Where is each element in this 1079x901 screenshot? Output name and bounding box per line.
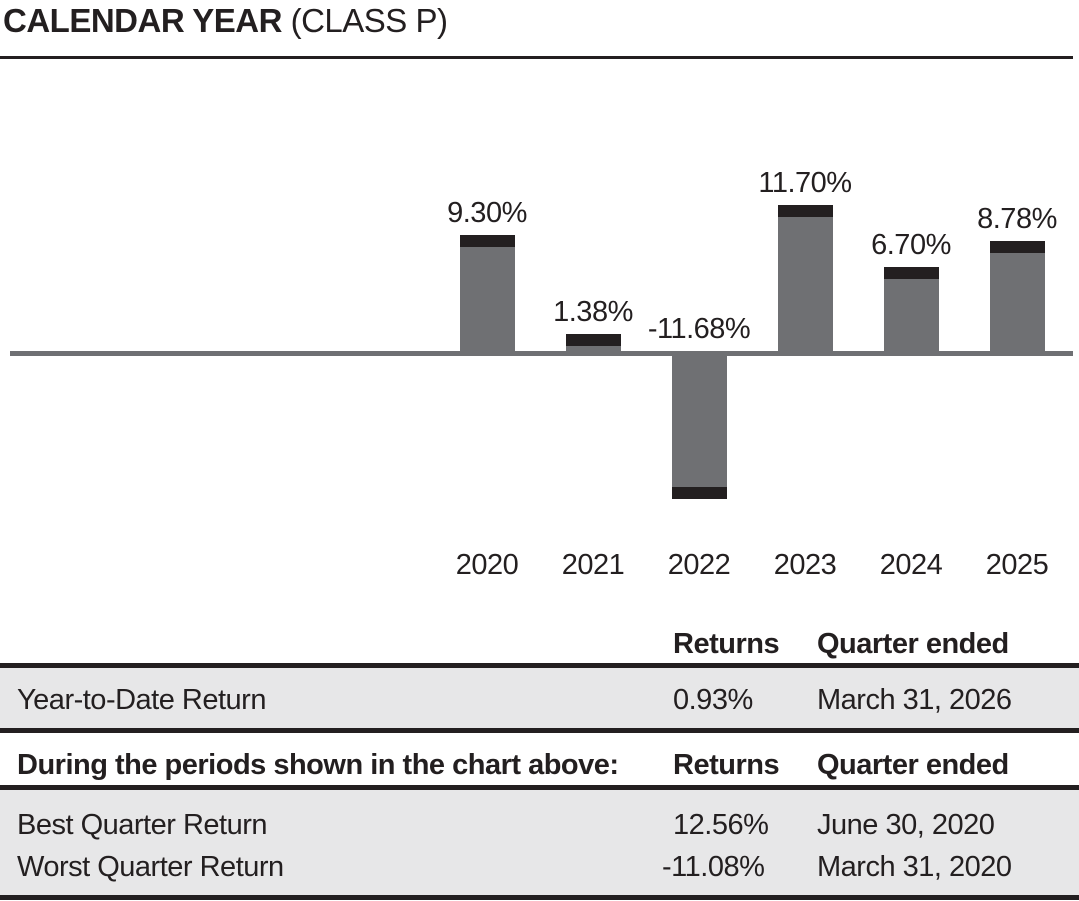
table-row-band xyxy=(0,668,1079,728)
col-header-returns-2: Returns xyxy=(673,749,780,781)
x-axis-label-2023: 2023 xyxy=(773,549,837,581)
x-axis-label-2025: 2025 xyxy=(985,549,1049,581)
bar-value-label-2023: 11.70% xyxy=(758,167,852,199)
bar-value-label-2024: 6.70% xyxy=(871,229,951,261)
bar-2024 xyxy=(883,267,939,351)
page-title-suffix: (CLASS P) xyxy=(281,2,448,39)
row-value-ytd-return: 0.93% xyxy=(673,684,753,716)
row-value-worst-return: -11.08% xyxy=(662,851,765,883)
bar-cap xyxy=(883,267,939,279)
bar-value-label-2021: 1.38% xyxy=(553,296,633,328)
x-axis-label-2022: 2022 xyxy=(667,549,731,581)
bar-value-label-2020: 9.30% xyxy=(447,197,527,229)
x-axis-zero-line xyxy=(10,351,1073,356)
page-title-main: CALENDAR YEAR xyxy=(3,2,282,39)
section-header-periods: During the periods shown in the chart ab… xyxy=(17,749,619,781)
page-title: CALENDAR YEAR (CLASS P) xyxy=(3,2,448,39)
bar-cap xyxy=(671,487,727,499)
calendar-year-bar-chart: 9.30% 2020 1.38% 2021 -11.68% 2022 11.70% 2023 6… xyxy=(10,167,1073,581)
bar-2020 xyxy=(459,235,515,351)
x-axis-label-2024: 2024 xyxy=(879,549,943,581)
table-rule xyxy=(0,785,1079,790)
bar-2021 xyxy=(565,334,621,351)
x-axis-label-2020: 2020 xyxy=(455,549,519,581)
table-rule xyxy=(0,728,1079,733)
bar-2022 xyxy=(671,353,727,499)
title-rule xyxy=(0,56,1073,59)
x-axis-label-2021: 2021 xyxy=(561,549,625,581)
bar-value-label-2022: -11.68% xyxy=(647,313,751,345)
row-label-best-quarter: Best Quarter Return xyxy=(17,809,268,841)
table-row-band xyxy=(0,790,1079,895)
bar-2025 xyxy=(989,241,1045,351)
col-header-quarter-ended-2: Quarter ended xyxy=(817,749,1009,781)
row-value-best-quarter: June 30, 2020 xyxy=(817,809,995,841)
col-header-returns-1: Returns xyxy=(673,628,780,660)
bar-cap xyxy=(459,235,515,247)
row-value-ytd-quarter: March 31, 2026 xyxy=(817,684,1012,716)
bar-cap xyxy=(565,334,621,346)
row-label-year-to-date: Year-to-Date Return xyxy=(17,684,266,716)
bar-cap xyxy=(989,241,1045,253)
row-label-worst-quarter: Worst Quarter Return xyxy=(17,851,284,883)
row-value-best-return: 12.56% xyxy=(673,809,769,841)
row-value-worst-quarter: March 31, 2020 xyxy=(817,851,1012,883)
bar-value-label-2025: 8.78% xyxy=(977,203,1057,235)
col-header-quarter-ended-1: Quarter ended xyxy=(817,628,1009,660)
bar-2023 xyxy=(777,205,833,351)
table-bottom-rule xyxy=(0,895,1079,900)
bar-cap xyxy=(777,205,833,217)
table-rule xyxy=(0,663,1079,668)
